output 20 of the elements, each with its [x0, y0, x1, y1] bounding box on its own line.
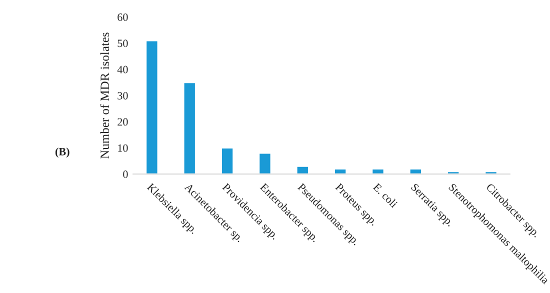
bar: [484, 170, 498, 174]
bar: [408, 168, 422, 174]
x-tick-label: E. coli: [372, 182, 398, 208]
y-tick-label: 60: [118, 13, 128, 21]
bar: [371, 168, 385, 174]
bar: [258, 152, 272, 174]
y-tick-label: 20: [118, 118, 128, 126]
bar: [145, 40, 159, 174]
y-tick-label: 40: [117, 66, 128, 74]
bar: [182, 82, 196, 174]
y-tick-label: 50: [118, 40, 128, 48]
text: (B): [55, 148, 70, 158]
bar: [296, 165, 310, 174]
bar: [446, 170, 460, 174]
bar: [334, 168, 348, 174]
bar: [220, 147, 234, 174]
y-tick-label: 30: [118, 92, 128, 100]
y-tick-label: 0: [123, 170, 128, 178]
y-tick-label: 10: [118, 144, 128, 152]
y-axis-title: Number of MDR isolates: [100, 32, 110, 159]
